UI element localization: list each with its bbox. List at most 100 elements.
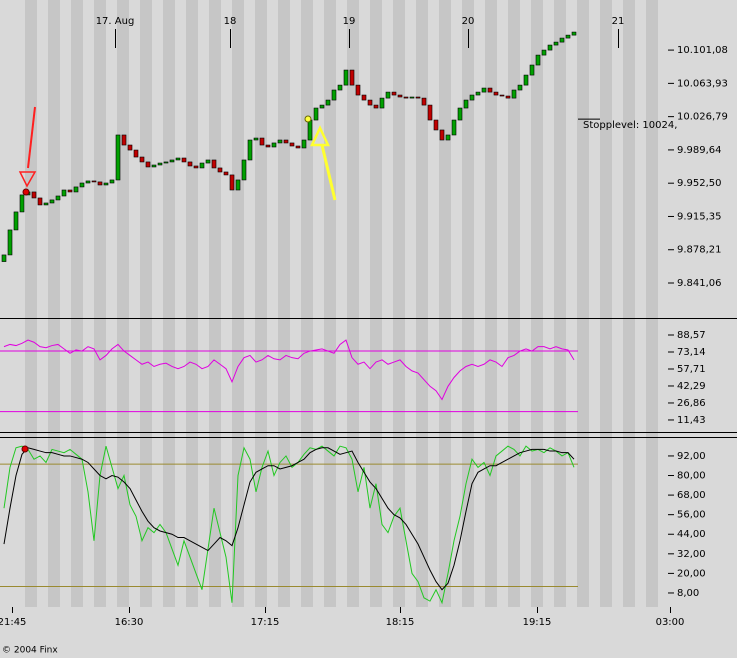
signal-dot	[21, 445, 29, 453]
candle	[529, 64, 535, 76]
candle	[283, 139, 289, 144]
stripe	[48, 0, 60, 607]
y-tick-label: 57,71	[677, 364, 706, 375]
stripe	[600, 0, 612, 607]
candle	[469, 94, 475, 101]
candle	[193, 165, 199, 169]
candle	[163, 161, 169, 164]
y-tick-label: 26,86	[677, 398, 706, 409]
candle	[199, 162, 205, 169]
candle	[553, 41, 559, 46]
candle	[403, 96, 409, 99]
candle	[331, 89, 337, 101]
candle	[67, 189, 73, 193]
candle	[247, 139, 253, 161]
candle	[55, 195, 61, 201]
x-tick-label: 18:15	[386, 617, 415, 628]
y-tick-label: 73,14	[677, 347, 706, 358]
candle	[259, 137, 265, 146]
candle	[307, 119, 313, 141]
candle	[43, 202, 49, 206]
stripe	[163, 0, 175, 607]
y-tick-label: 9.915,35	[677, 211, 722, 222]
candle	[229, 174, 235, 191]
date-label: 17. Aug	[96, 16, 135, 27]
candle	[187, 161, 193, 167]
candle	[13, 211, 19, 231]
stripe	[25, 0, 37, 607]
candle	[61, 189, 67, 197]
candle	[397, 94, 403, 98]
footer: © 2004 Finx	[2, 646, 58, 656]
candle	[511, 89, 517, 99]
candle	[379, 97, 385, 109]
arrow-head	[18, 171, 37, 188]
stripe	[485, 0, 497, 607]
candle	[157, 162, 163, 166]
stripe	[186, 0, 198, 607]
candle	[463, 99, 469, 109]
y-tick-label: 44,00	[677, 529, 706, 540]
y-tick-label: 20,00	[677, 568, 706, 579]
y-tick-label: 8,00	[677, 588, 699, 599]
candle	[217, 167, 223, 173]
candle	[115, 134, 121, 181]
stripe	[393, 0, 405, 607]
stripe	[554, 0, 566, 607]
y-tick-label: 80,00	[677, 471, 706, 482]
line-series	[3, 445, 575, 605]
candle	[121, 134, 127, 146]
candle	[313, 107, 319, 121]
candle	[541, 49, 547, 56]
stripe	[508, 0, 520, 607]
candle	[235, 179, 241, 191]
candle	[139, 156, 145, 163]
date-label: 18	[224, 16, 237, 27]
stripe	[370, 0, 382, 607]
candle	[343, 69, 349, 86]
candle	[37, 197, 43, 206]
y-tick-label: 9.952,50	[677, 178, 722, 189]
candle	[409, 96, 415, 99]
background-stripes	[25, 0, 658, 607]
candle	[349, 69, 355, 86]
date-label: 20	[462, 16, 475, 27]
candle	[319, 104, 325, 109]
x-tick-label: 16:30	[115, 617, 144, 628]
candle	[79, 182, 85, 188]
candle	[547, 44, 553, 51]
y-tick-label: 10.026,79	[677, 112, 728, 123]
candle	[559, 37, 565, 43]
candle	[391, 91, 397, 96]
candle	[517, 84, 523, 91]
candle	[109, 179, 115, 184]
stripe	[531, 0, 543, 607]
candle	[103, 182, 109, 186]
signal-dot	[304, 115, 312, 123]
y-tick-label: 92,00	[677, 451, 706, 462]
date-label: 21	[612, 16, 625, 27]
y-tick-label: 32,00	[677, 549, 706, 560]
stripe	[140, 0, 152, 607]
candle	[427, 104, 433, 121]
signal-dot	[22, 188, 30, 196]
candle	[493, 91, 499, 96]
candle	[523, 74, 529, 86]
candle	[457, 107, 463, 121]
candle	[85, 180, 91, 184]
candle	[223, 171, 229, 176]
candle	[1, 254, 7, 262]
date-label: 19	[343, 16, 356, 27]
candle	[487, 87, 493, 93]
stripe	[439, 0, 451, 607]
candle	[535, 54, 541, 66]
y-tick-label: 68,00	[677, 490, 706, 501]
stripe	[255, 0, 267, 607]
y-tick-label: 10.063,93	[677, 78, 728, 89]
candle	[373, 104, 379, 109]
candle	[265, 144, 271, 148]
candle	[97, 181, 103, 186]
x-tick-label: 21:45	[0, 617, 26, 628]
candle	[205, 159, 211, 164]
